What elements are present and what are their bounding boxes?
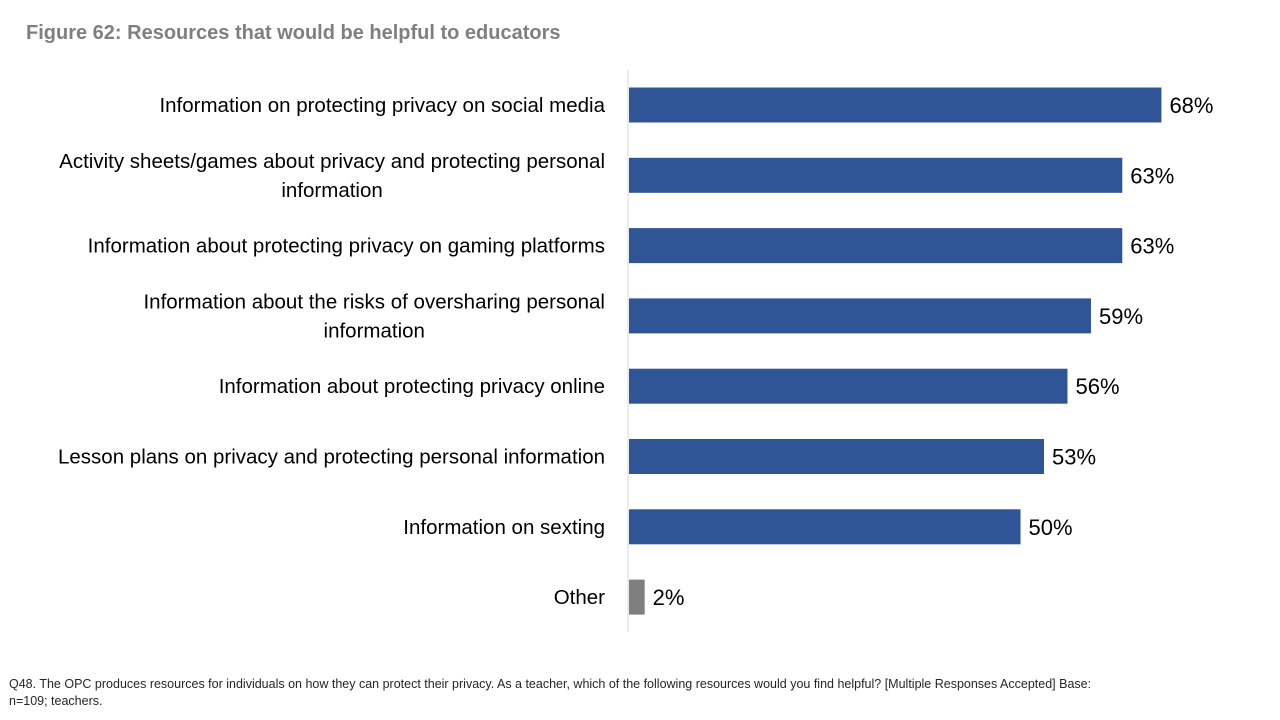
bar: [629, 298, 1091, 334]
bar-value-label: 68%: [1169, 93, 1213, 118]
bar: [629, 509, 1021, 545]
bar: [629, 439, 1044, 474]
category-label-line: Information on protecting privacy on soc…: [159, 94, 605, 117]
category-label-line: Information about the risks of overshari…: [143, 290, 605, 313]
category-label: Information about protecting privacy onl…: [219, 375, 605, 398]
bar: [629, 368, 1068, 404]
category-label-line: Information about protecting privacy on …: [88, 235, 605, 258]
category-label-line: Lesson plans on privacy and protecting p…: [58, 446, 605, 469]
category-label: Information about protecting privacy on …: [88, 235, 605, 258]
footnote: Q48. The OPC produces resources for indi…: [9, 677, 1092, 708]
bar-value-label: 53%: [1052, 445, 1096, 470]
category-label-line: information: [281, 179, 382, 202]
category-label-line: Information about protecting privacy onl…: [219, 375, 605, 398]
category-label-line: Information on sexting: [403, 516, 605, 539]
bar-value-label: 63%: [1130, 234, 1174, 259]
bar: [629, 87, 1162, 123]
category-label-line: Activity sheets/games about privacy and …: [59, 150, 605, 173]
category-label: Information about the risks of overshari…: [143, 290, 605, 342]
category-label: Information on protecting privacy on soc…: [159, 94, 605, 117]
category-label: Other: [554, 586, 605, 609]
bar-value-label: 56%: [1075, 374, 1119, 399]
category-label: Lesson plans on privacy and protecting p…: [58, 446, 605, 469]
bar: [629, 157, 1123, 193]
bar-value-label: 2%: [653, 585, 685, 610]
chart-title: Figure 62: Resources that would be helpf…: [26, 22, 561, 44]
category-label: Activity sheets/games about privacy and …: [59, 150, 605, 202]
bar-value-label: 50%: [1029, 515, 1073, 540]
bar-value-label: 59%: [1099, 304, 1143, 329]
category-label-line: information: [324, 319, 425, 342]
bar: [629, 579, 645, 615]
category-label: Information on sexting: [403, 516, 605, 539]
bar: [629, 228, 1123, 264]
bar-value-label: 63%: [1130, 163, 1174, 188]
category-label-line: Other: [554, 586, 605, 609]
